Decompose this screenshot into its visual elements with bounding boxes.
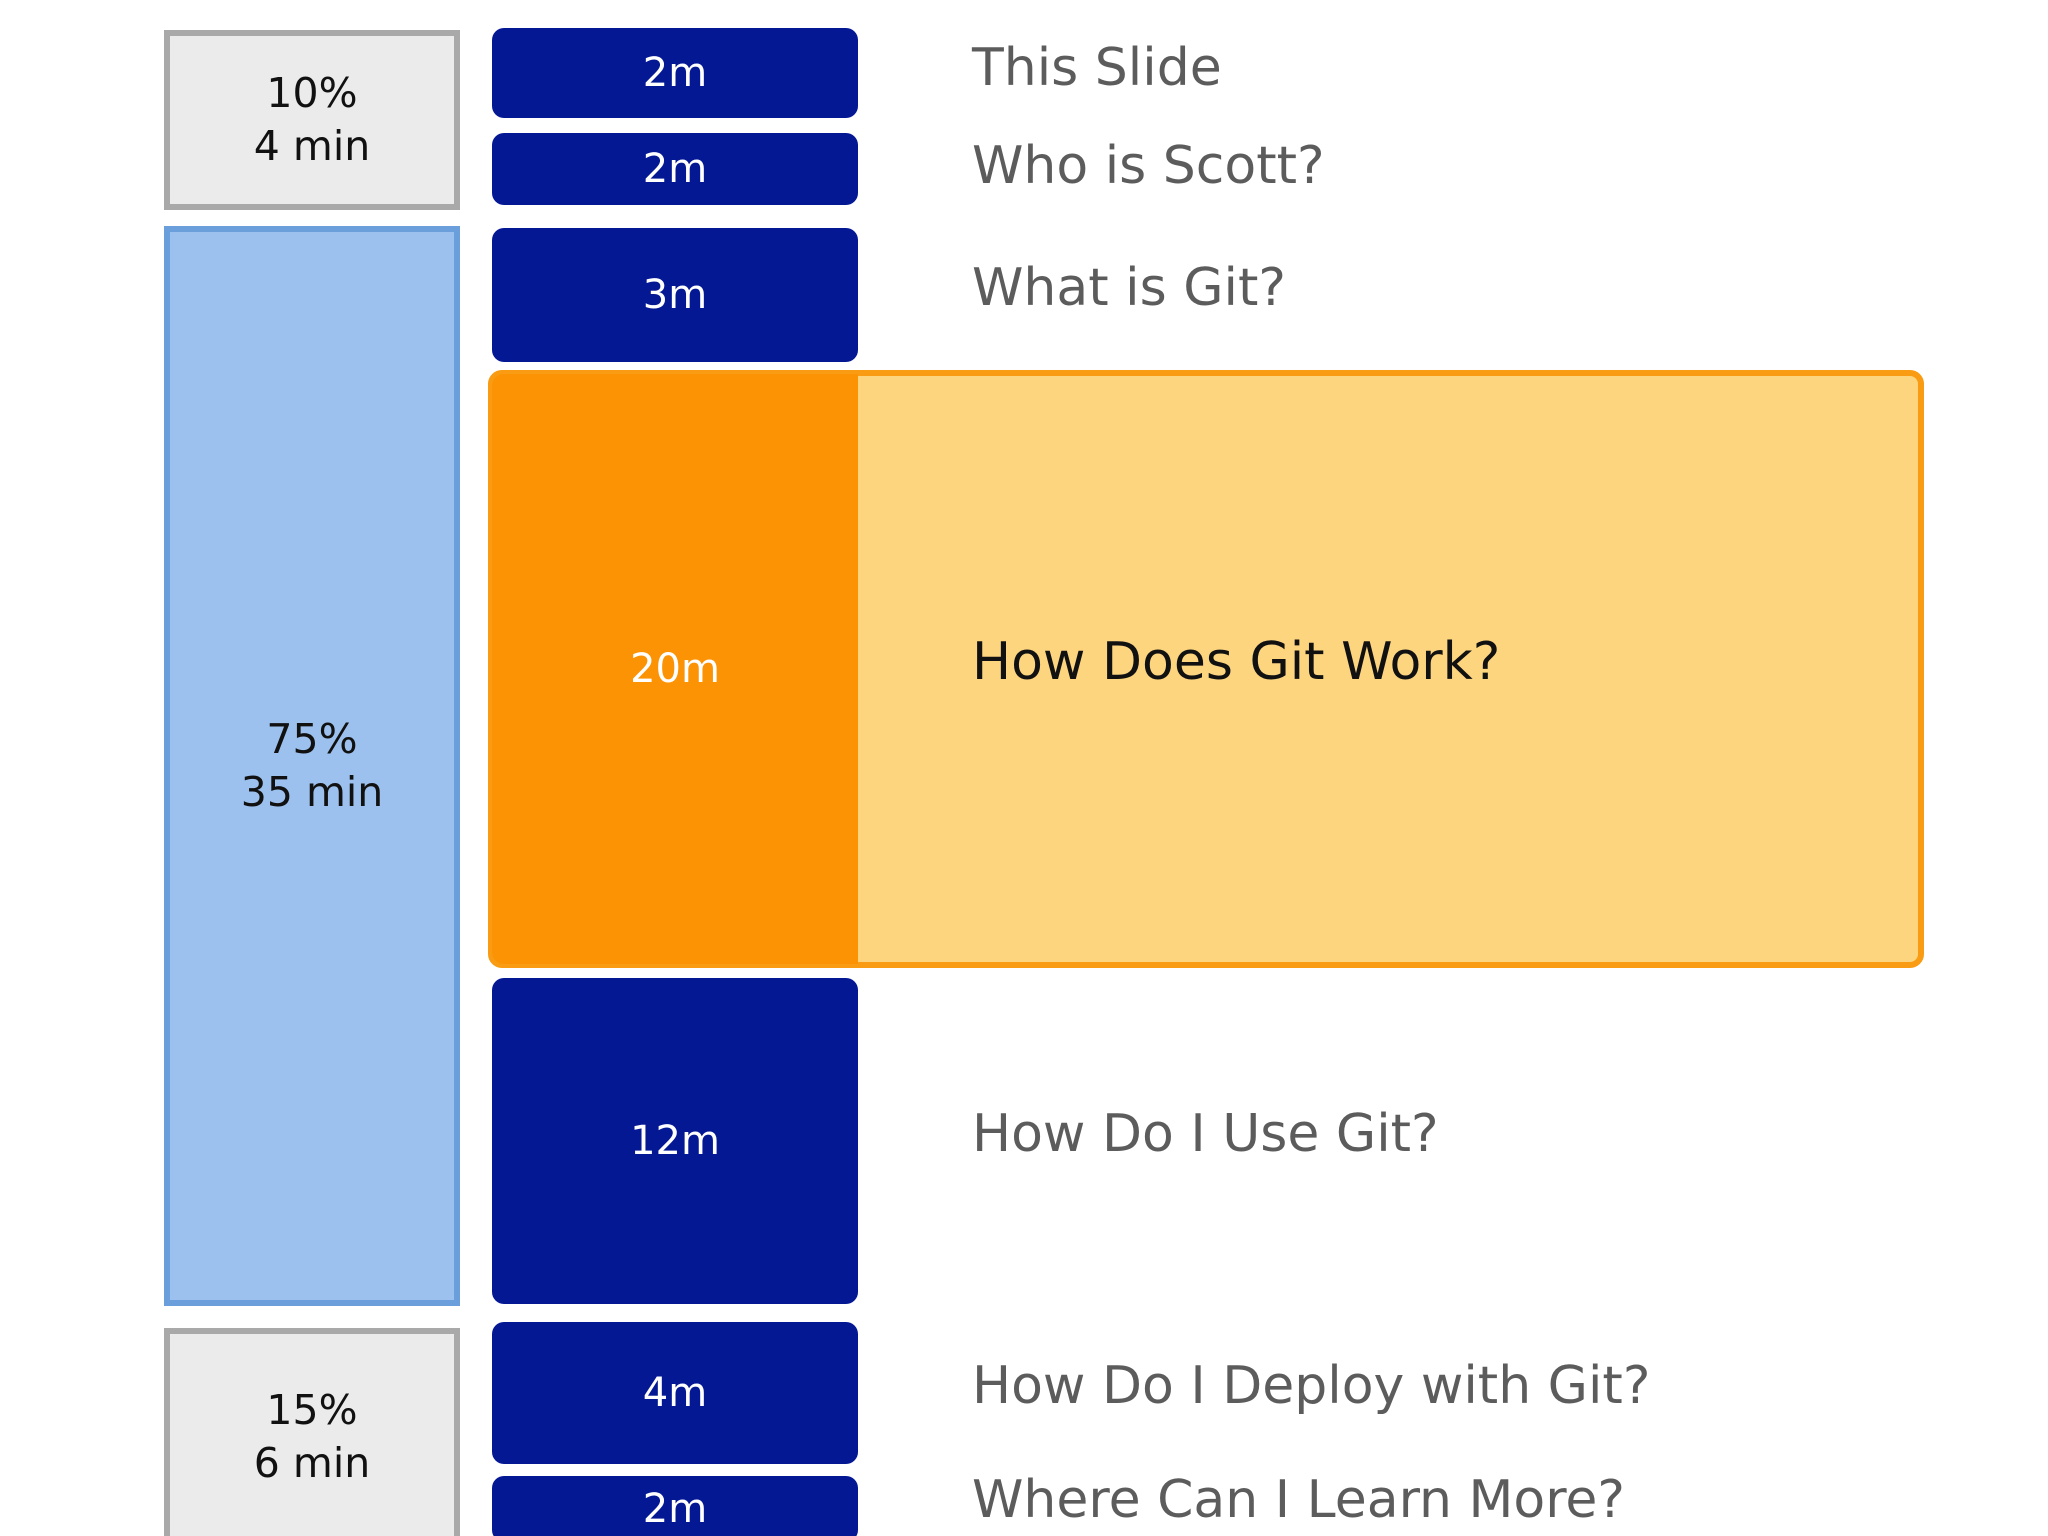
summary-intro-percent: 10% xyxy=(266,68,358,117)
topic-label: Where Can I Learn More? xyxy=(972,1470,1626,1530)
summary-outro-percent: 15% xyxy=(266,1385,358,1434)
topic-label: Who is Scott? xyxy=(972,136,1325,196)
summary-outro-duration: 6 min xyxy=(253,1439,371,1487)
summary-main: 75% 35 min xyxy=(164,226,460,1306)
duration-block: 12m xyxy=(492,978,858,1304)
summary-intro: 10% 4 min xyxy=(164,30,460,210)
duration-block: 2m xyxy=(492,1476,858,1536)
topic-label: How Do I Deploy with Git? xyxy=(972,1356,1651,1416)
summary-main-percent: 75% xyxy=(266,714,358,763)
summary-intro-duration: 4 min xyxy=(253,122,371,170)
topic-label: This Slide xyxy=(972,38,1222,98)
topic-label: What is Git? xyxy=(972,258,1286,318)
duration-block: 3m xyxy=(492,228,858,362)
topic-label: How Do I Use Git? xyxy=(972,1104,1439,1164)
duration-block-highlighted: 20m xyxy=(492,374,858,964)
duration-block: 2m xyxy=(492,133,858,205)
duration-block: 4m xyxy=(492,1322,858,1464)
duration-block: 2m xyxy=(492,28,858,118)
summary-outro: 15% 6 min xyxy=(164,1328,460,1536)
topic-label-highlighted: How Does Git Work? xyxy=(972,632,1501,692)
summary-main-duration: 35 min xyxy=(240,768,384,816)
